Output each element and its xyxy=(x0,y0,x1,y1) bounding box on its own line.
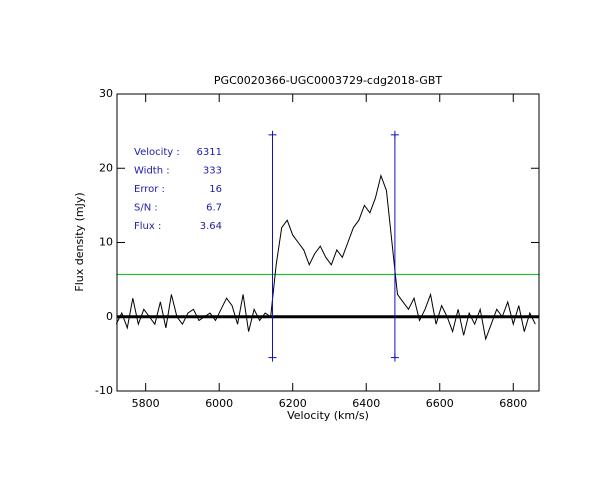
spectrum-line xyxy=(115,173,536,341)
annotation-value: 16 xyxy=(209,184,222,195)
annotation-value: 333 xyxy=(203,166,222,177)
annotation-value: 6311 xyxy=(197,147,222,158)
y-tick-label: 30 xyxy=(99,87,113,100)
plot-frame xyxy=(116,93,540,392)
y-axis-label: Flux density (mJy) xyxy=(73,192,86,291)
y-tick-label: 10 xyxy=(99,236,113,249)
x-tick-label: 6800 xyxy=(499,397,527,410)
y-tick-label: 20 xyxy=(99,161,113,174)
annotation-label: Velocity : xyxy=(134,147,180,158)
annotation-label: S/N : xyxy=(134,203,158,214)
annotation-value: 6.7 xyxy=(206,203,222,214)
x-axis-label: Velocity (km/s) xyxy=(287,409,369,422)
annotation-value: 3.64 xyxy=(200,221,222,232)
y-tick-label: -10 xyxy=(95,384,113,397)
annotation-label: Width : xyxy=(134,166,170,177)
annotation-label: Error : xyxy=(134,184,165,195)
x-tick-label: 6200 xyxy=(279,397,307,410)
y-tick-label: 0 xyxy=(106,310,113,323)
annotation-label: Flux : xyxy=(134,221,161,232)
x-tick-label: 5800 xyxy=(132,397,160,410)
x-tick-label: 6400 xyxy=(352,397,380,410)
x-tick-label: 6600 xyxy=(426,397,454,410)
chart-title: PGC0020366-UGC0003729-cdg2018-GBT xyxy=(214,74,442,87)
x-tick-label: 6000 xyxy=(205,397,233,410)
